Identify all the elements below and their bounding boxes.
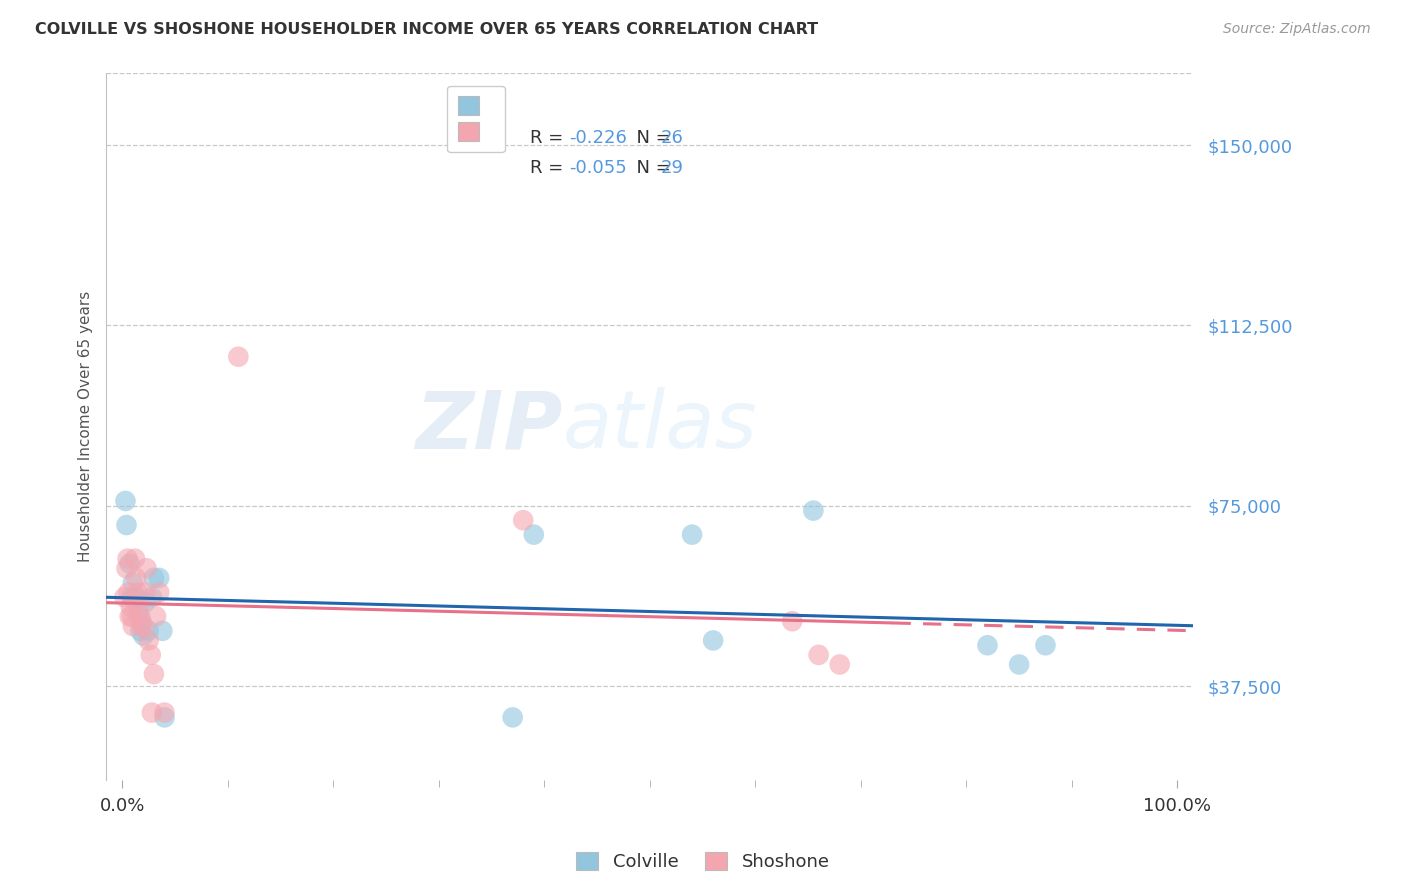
Point [512, 513, 534, 527]
Point [807, 648, 830, 662]
Point [142, 571, 165, 585]
Point [117, 585, 139, 599]
Point [138, 624, 160, 638]
Point [114, 494, 136, 508]
Point [115, 518, 138, 533]
Point [138, 633, 160, 648]
Text: N =: N = [626, 159, 676, 178]
Point [125, 571, 148, 585]
Point [129, 624, 152, 638]
Point [127, 585, 149, 599]
Text: 26: 26 [661, 128, 683, 146]
Point [702, 633, 724, 648]
Text: N =: N = [626, 128, 676, 146]
Point [132, 629, 155, 643]
Text: R =: R = [530, 128, 569, 146]
Point [124, 551, 146, 566]
Point [153, 710, 176, 724]
Point [128, 599, 150, 614]
Point [523, 527, 546, 541]
Point [976, 638, 998, 652]
Point [125, 590, 148, 604]
Point [129, 619, 152, 633]
Point [502, 710, 524, 724]
Point [129, 609, 152, 624]
Point [153, 706, 176, 720]
Point [118, 609, 141, 624]
Point [121, 575, 143, 590]
Point [139, 648, 162, 662]
Point [150, 624, 173, 638]
Point [134, 595, 156, 609]
Point [134, 585, 156, 599]
Point [780, 614, 803, 628]
Point [801, 503, 824, 517]
Point [681, 527, 703, 541]
Legend: , : , [447, 86, 505, 153]
Point [1035, 638, 1057, 652]
Text: -0.055: -0.055 [569, 159, 627, 178]
Point [120, 599, 142, 614]
Text: R =: R = [530, 159, 569, 178]
Point [127, 605, 149, 619]
Point [145, 609, 167, 624]
Text: Source: ZipAtlas.com: Source: ZipAtlas.com [1223, 22, 1371, 37]
Point [142, 667, 165, 681]
Point [148, 571, 170, 585]
Y-axis label: Householder Income Over 65 years: Householder Income Over 65 years [79, 291, 93, 562]
Point [124, 590, 146, 604]
Point [228, 350, 250, 364]
Text: atlas: atlas [562, 387, 758, 466]
Point [132, 619, 155, 633]
Point [121, 609, 143, 624]
Point [828, 657, 851, 672]
Point [135, 561, 157, 575]
Point [141, 590, 163, 604]
Point [112, 590, 135, 604]
Point [148, 585, 170, 599]
Text: 29: 29 [661, 159, 683, 178]
Point [121, 590, 143, 604]
Text: -0.226: -0.226 [569, 128, 627, 146]
Point [1008, 657, 1031, 672]
Point [129, 614, 152, 628]
Point [117, 551, 139, 566]
Point [115, 561, 138, 575]
Legend: Colville, Shoshone: Colville, Shoshone [569, 845, 837, 879]
Point [121, 619, 143, 633]
Text: ZIP: ZIP [416, 387, 562, 466]
Point [118, 557, 141, 571]
Point [141, 706, 163, 720]
Text: COLVILLE VS SHOSHONE HOUSEHOLDER INCOME OVER 65 YEARS CORRELATION CHART: COLVILLE VS SHOSHONE HOUSEHOLDER INCOME … [35, 22, 818, 37]
